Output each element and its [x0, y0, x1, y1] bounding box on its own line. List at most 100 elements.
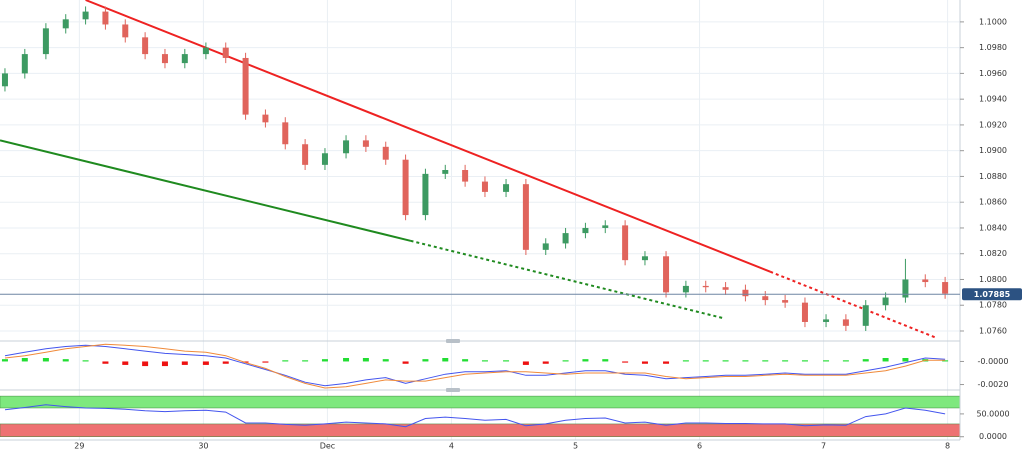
- histogram-bar: [522, 361, 529, 365]
- histogram-bar: [801, 360, 808, 362]
- candle-body: [302, 144, 309, 165]
- candle-body: [402, 159, 409, 216]
- histogram-bar: [382, 359, 389, 362]
- candle-body: [782, 300, 789, 303]
- candle-body: [362, 140, 369, 147]
- last-price-box: [962, 288, 1022, 301]
- macd-line: [4, 343, 946, 389]
- histogram-bar: [402, 361, 409, 364]
- oscillator-line: [4, 404, 946, 428]
- grid: [0, 0, 960, 440]
- candle-body: [663, 256, 670, 293]
- histogram-bar: [902, 358, 909, 362]
- y-tick-label: 1.0980: [979, 43, 1007, 52]
- panel-handle[interactable]: [446, 339, 460, 343]
- candle-body: [622, 225, 629, 261]
- histogram-bar: [242, 361, 249, 363]
- x-tick-label: 5: [573, 442, 578, 451]
- y-tick-label: 0.0000: [979, 432, 1007, 441]
- histogram-bar: [481, 360, 488, 362]
- histogram-bar: [62, 359, 69, 362]
- candle-body: [702, 285, 709, 288]
- histogram-bar: [503, 360, 510, 362]
- candle-body: [382, 146, 389, 160]
- histogram-bar: [442, 358, 449, 362]
- candle-body: [122, 24, 129, 38]
- candle-body: [842, 319, 849, 326]
- macd-line: [4, 344, 946, 387]
- candle-body: [481, 181, 488, 192]
- histogram-bar: [422, 359, 429, 362]
- candle-body: [21, 54, 28, 74]
- histogram-bar: [1, 359, 8, 362]
- candle-body: [882, 297, 889, 306]
- candle-body: [462, 170, 469, 182]
- zone: [0, 395, 961, 409]
- candle-body: [801, 302, 808, 322]
- histogram-bar: [181, 361, 188, 365]
- histogram-bar: [282, 360, 289, 362]
- histogram-bar: [862, 359, 869, 362]
- histogram-bar: [302, 360, 309, 362]
- histogram-bar: [622, 361, 629, 363]
- histogram-bar: [782, 360, 789, 362]
- histogram-bar: [122, 361, 129, 365]
- candle-body: [82, 11, 89, 20]
- candle-body: [181, 54, 188, 64]
- x-tick-label: 30: [198, 442, 208, 451]
- histogram-bar: [462, 359, 469, 362]
- histogram-bar: [321, 359, 328, 362]
- histogram-bar: [362, 358, 369, 362]
- candle-body: [161, 54, 168, 64]
- candle-body: [442, 170, 449, 174]
- candle-body: [641, 256, 648, 261]
- candle-body: [222, 47, 229, 58]
- candle-body: [142, 37, 149, 55]
- candle-body: [823, 319, 830, 322]
- y-tick-label: 50.0000: [976, 409, 1009, 418]
- y-tick-label: 1.0920: [979, 120, 1007, 129]
- candle-body: [922, 279, 929, 283]
- y-tick-label: 1.0820: [979, 249, 1007, 258]
- histogram-bar: [222, 361, 229, 364]
- candle-body: [282, 122, 289, 145]
- candle-body: [321, 153, 328, 165]
- candle-body: [542, 243, 549, 250]
- histogram-bar: [262, 361, 269, 363]
- candle-body: [722, 287, 729, 290]
- y-tick-label: 1.0800: [979, 275, 1007, 284]
- candle-body: [1, 73, 8, 87]
- histogram-bar: [202, 361, 209, 365]
- y-tick-label: -0.0020: [978, 380, 1009, 389]
- x-tick-label: 7: [821, 442, 826, 451]
- candle-body: [42, 28, 49, 55]
- candle-body: [562, 233, 569, 244]
- histogram-bar: [602, 359, 609, 362]
- trendline: [85, 0, 771, 273]
- candle-body: [262, 114, 269, 123]
- candle-body: [503, 184, 510, 192]
- y-tick-label: 1.0860: [979, 198, 1007, 207]
- candle-body: [62, 19, 69, 29]
- zone: [0, 423, 961, 437]
- y-tick-label: 1.0760: [979, 326, 1007, 335]
- candle-body: [862, 305, 869, 326]
- candle-body: [762, 296, 769, 301]
- candle-body: [582, 227, 589, 234]
- histogram-bar: [823, 360, 830, 362]
- y-tick-label: 1.0880: [979, 172, 1007, 181]
- histogram-bar: [42, 358, 49, 362]
- histogram-bar: [142, 361, 149, 367]
- x-tick-label: 4: [449, 442, 454, 451]
- panel-handle[interactable]: [446, 388, 460, 392]
- trendline: [0, 139, 411, 242]
- histogram-bar: [21, 358, 28, 362]
- histogram-bar: [562, 360, 569, 362]
- plot: [0, 0, 961, 437]
- histogram-bar: [82, 360, 89, 362]
- y-tick-label: 1.0940: [979, 95, 1007, 104]
- y-tick-label: 1.0960: [979, 69, 1007, 78]
- x-tick-label: 8: [945, 442, 950, 451]
- y-tick-label: 1.0900: [979, 146, 1007, 155]
